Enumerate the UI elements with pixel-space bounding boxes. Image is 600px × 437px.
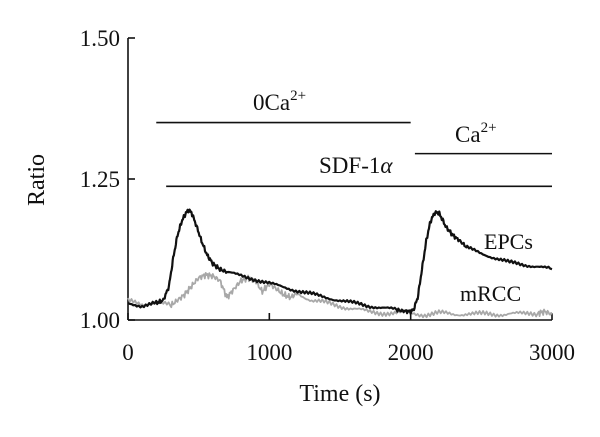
sdf-label-greek: α <box>380 153 393 178</box>
sdf-label-text: SDF-1 <box>319 153 380 178</box>
x-tick-label: 1000 <box>246 340 292 365</box>
x-tick-label: 0 <box>122 340 134 365</box>
series-layer <box>127 208 553 319</box>
ca-label: Ca2+ <box>455 120 497 147</box>
y-ticks: 1.00 1.25 1.50 <box>80 26 135 333</box>
series-line-mrcc <box>127 272 553 319</box>
y-tick-label: 1.50 <box>80 26 120 51</box>
series-line-epcs <box>127 208 553 315</box>
x-ticks: 0 1000 2000 3000 <box>122 313 575 365</box>
x-tick-label: 3000 <box>529 340 575 365</box>
series-label-epcs: EPCs <box>484 229 533 254</box>
sdf-label: SDF-1α <box>319 153 393 178</box>
zero-ca-label: 0Ca2+ <box>253 88 306 115</box>
zero-ca-label-sup: 2+ <box>290 88 306 104</box>
series-label-mrcc: mRCC <box>460 281 521 306</box>
y-tick-label: 1.00 <box>80 308 120 333</box>
y-axis-title: Ratio <box>24 154 50 206</box>
x-tick-label: 2000 <box>388 340 434 365</box>
ca-label-base: Ca <box>455 122 481 147</box>
ca-label-sup: 2+ <box>481 120 497 136</box>
zero-ca-label-base: 0Ca <box>253 90 290 115</box>
y-tick-label: 1.25 <box>80 167 120 192</box>
x-axis-title: Time (s) <box>299 381 380 407</box>
